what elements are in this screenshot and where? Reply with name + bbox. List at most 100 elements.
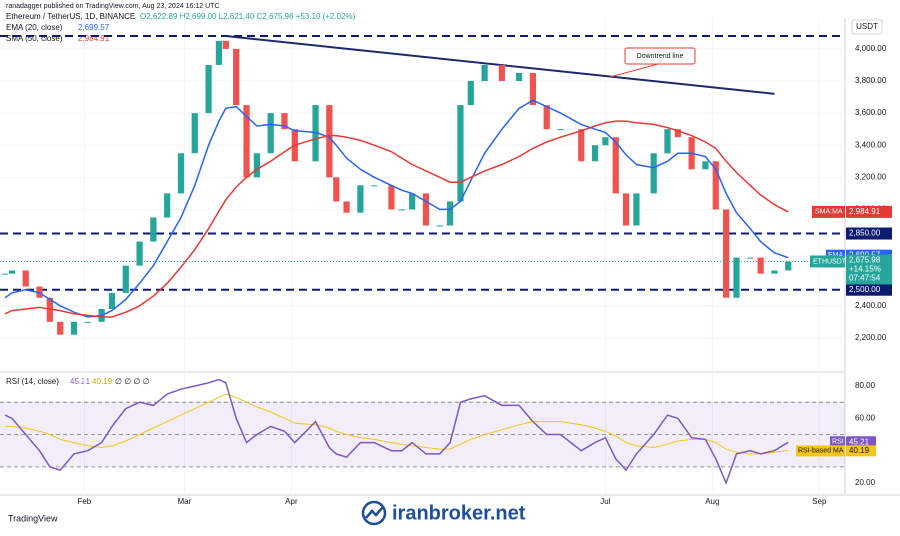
rsi-tick-label: 80.00 — [855, 381, 876, 390]
footer — [0, 510, 900, 531]
rsi-tag-box — [846, 436, 876, 449]
level-tag: 2,500.00 — [849, 285, 881, 294]
sma-name-box — [812, 205, 845, 218]
ema-name-box — [826, 249, 845, 261]
level-tag-box — [846, 227, 892, 240]
rsi-ma-legend-value: 40.19 — [92, 377, 113, 386]
candle — [591, 145, 599, 162]
level-tag-box — [846, 283, 892, 296]
rsi-ma-line — [5, 393, 789, 455]
watermark: iranbroker.net — [392, 502, 526, 524]
annotation-pointer — [609, 63, 659, 78]
annotation-box — [624, 47, 696, 65]
candle — [191, 113, 198, 154]
candle — [371, 185, 378, 187]
candle — [57, 321, 64, 335]
candle — [422, 193, 430, 226]
candle — [388, 185, 395, 210]
rsi-line — [4, 378, 789, 486]
candle — [612, 137, 619, 194]
ema-legend: EMA (20, close) — [6, 23, 63, 32]
currency[interactable]: USDT — [856, 22, 878, 31]
annotation: Downtrend line — [637, 53, 684, 60]
x-tick-label: Aug — [705, 497, 719, 506]
candle — [281, 113, 288, 130]
candle — [529, 72, 537, 106]
symbol: Ethereum / TetherUS, 1D, BINANCE — [6, 12, 135, 21]
candle — [467, 81, 474, 106]
brand: TradingView — [8, 513, 58, 523]
x-tick-label: Feb — [77, 497, 91, 506]
rsi-ma-tag: 40.19 — [849, 446, 870, 455]
sma-line — [4, 120, 789, 318]
sma-legend: SMA (50, close) — [6, 34, 63, 43]
y-tick-label: 2,200.00 — [855, 333, 887, 342]
y-tick-label: 2,400.00 — [855, 301, 887, 310]
candle — [164, 193, 171, 218]
candle — [333, 177, 340, 202]
candle — [664, 129, 671, 154]
rsi-legend: RSI (14, close) — [6, 377, 59, 386]
candle — [343, 201, 350, 213]
candle — [108, 292, 116, 309]
candle — [122, 265, 129, 293]
candle — [136, 241, 143, 266]
candle — [650, 153, 657, 194]
candle — [233, 48, 240, 106]
watermark-logo — [361, 500, 387, 526]
candle — [46, 297, 53, 322]
rsi-ma-tag-box — [846, 445, 876, 457]
y-tick-label: 3,800.00 — [855, 76, 887, 85]
publisher: ranadagger published on TradingView.com,… — [6, 3, 220, 10]
candle — [702, 161, 709, 170]
candle — [747, 257, 754, 259]
change-tag: +14.15% — [849, 265, 881, 274]
candle — [177, 153, 185, 194]
symbol-name: ETHUSDT — [813, 258, 847, 265]
candle — [357, 185, 364, 213]
sma-tag-box — [846, 205, 892, 218]
candle — [723, 209, 730, 298]
candle — [543, 105, 550, 130]
candle — [771, 270, 778, 274]
candle — [733, 257, 740, 298]
rsi-legend-value: 45.21 — [70, 377, 91, 386]
candle — [243, 105, 250, 178]
y-tick-label: 3,400.00 — [855, 140, 887, 149]
x-tick-label: Mar — [178, 497, 192, 506]
watermark-logo-arrow — [365, 506, 384, 519]
candle — [84, 321, 91, 323]
candle — [22, 270, 29, 287]
candle — [712, 161, 719, 210]
candle — [602, 137, 609, 146]
rsi-name: RSI — [832, 439, 844, 446]
candle — [398, 209, 405, 211]
rsi-tick-label: 60.00 — [855, 413, 876, 422]
candle — [578, 129, 585, 162]
currency-box[interactable] — [851, 19, 883, 35]
candle — [674, 129, 681, 138]
candle — [326, 105, 333, 178]
rsi-name-box — [830, 436, 845, 448]
rsi-tick-label: 20.00 — [855, 478, 876, 487]
candle — [222, 40, 229, 49]
close-tag-box — [846, 254, 892, 285]
x-tick-label: Apr — [285, 497, 298, 506]
candle — [785, 261, 792, 271]
rsi-ma-name: RSI-based MA — [798, 448, 844, 455]
y-tick-label: 3,200.00 — [855, 172, 887, 181]
candle — [205, 64, 212, 114]
candle — [498, 64, 505, 82]
candle — [516, 72, 523, 82]
candle — [457, 105, 464, 202]
candle — [436, 225, 443, 227]
candle — [1, 273, 9, 275]
ema-legend-value: 2,699.57 — [78, 23, 110, 32]
rsi-tag: 45.21 — [849, 437, 870, 446]
candle — [150, 217, 157, 242]
candle — [622, 193, 630, 226]
close-tag: 2,675.98 — [849, 256, 881, 265]
candle — [70, 321, 78, 335]
candle — [253, 153, 260, 178]
rsi-legend-extra: ∅ ∅ ∅ ∅ — [115, 377, 150, 386]
